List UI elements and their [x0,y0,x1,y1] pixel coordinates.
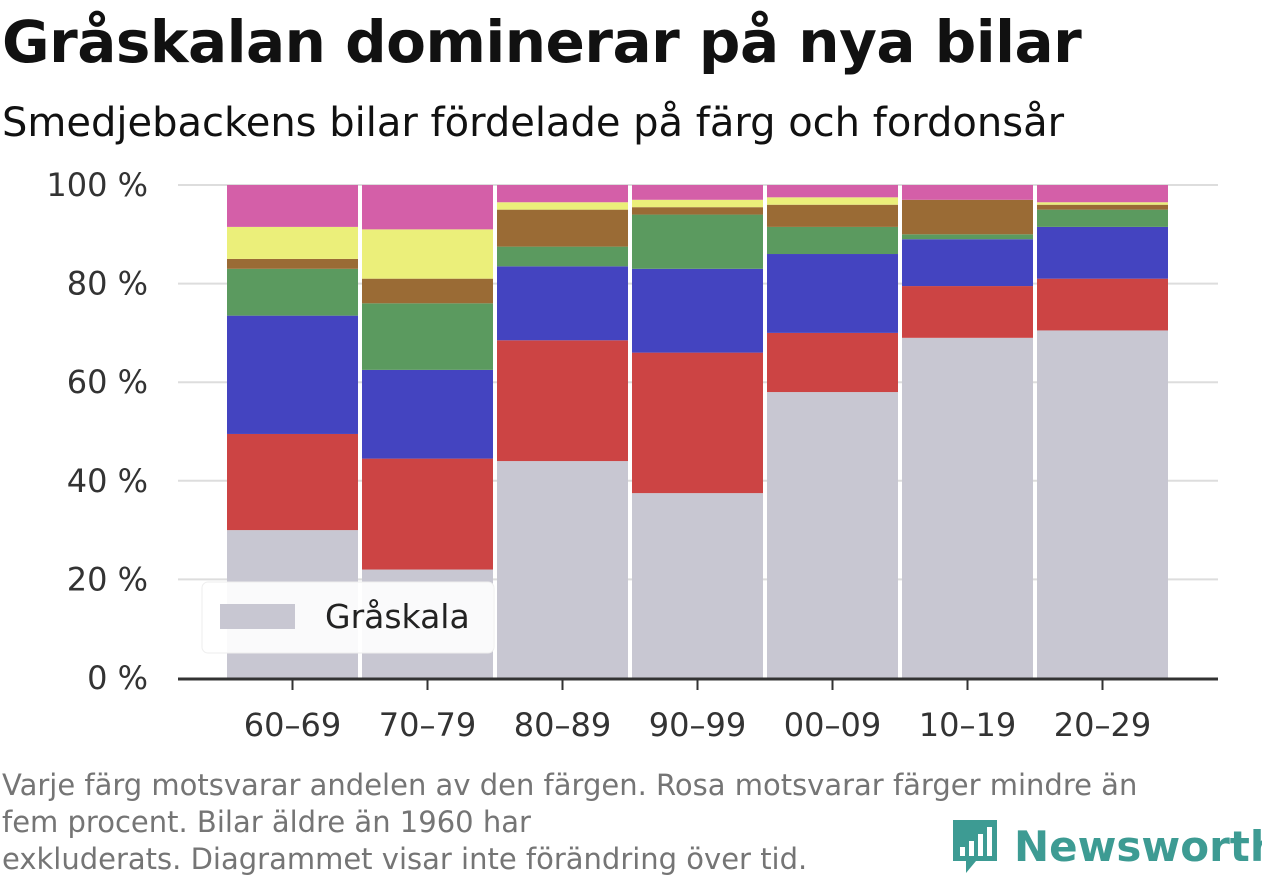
bar-segment [227,258,358,269]
bar-segment [767,332,898,393]
legend-box [201,581,495,654]
bar-segment [362,229,493,279]
bar-segment [767,204,898,227]
bar-segment [227,226,358,259]
bar-segment [1037,185,1168,203]
bar-segment [767,185,898,198]
bar-segment [1037,278,1168,331]
bar-segment [497,461,628,678]
legend-swatch [220,604,295,629]
bar-segment [902,234,1033,240]
bar-segment [902,337,1033,678]
bar-segment [227,268,358,316]
bar-segment [497,185,628,203]
x-tick-label: 20–29 [1054,706,1151,744]
bar-segment [227,433,358,531]
bar-segment [632,214,763,269]
bar-segment [497,209,628,247]
bar-segment [767,197,898,205]
footnote-line-1: Varje färg motsvarar andelen av den färg… [2,768,1138,802]
x-tick-label: 70–79 [379,706,476,744]
bar-segment [362,303,493,370]
bar-segment [1037,202,1168,205]
bar-segment [902,199,1033,235]
bar-segment [362,278,493,304]
bar-segment [497,202,628,210]
y-tick-label: 20 % [67,560,148,598]
bar-segment [362,458,493,570]
x-tick-label: 80–89 [514,706,611,744]
bar-segment [497,266,628,341]
bar-segment [632,185,763,200]
y-tick-label: 80 % [67,265,148,303]
legend-label: Gråskala [325,597,470,636]
bar-segment [632,207,763,215]
bar-segment [632,199,763,208]
bar-segment [1037,204,1168,210]
x-tick-label: 10–19 [919,706,1016,744]
newsworthy-logo-icon [953,820,997,873]
y-tick-label: 0 % [87,659,148,697]
bar-segment [1037,209,1168,227]
bar-segment [902,286,1033,338]
chart-subtitle: Smedjebackens bilar fördelade på färg oc… [2,100,1065,146]
chart-title: Gråskalan dominerar på nya bilar [2,8,1082,76]
bar-segment [632,493,763,678]
bar-segment [227,185,358,227]
bar-segment [1037,226,1168,279]
bar-segment [362,369,493,459]
footnote: Varje färg motsvarar andelen av den färg… [2,767,1242,878]
x-tick-label: 00–09 [784,706,881,744]
bar-segment [1037,330,1168,678]
brand-name: Newsworthy [1014,821,1262,871]
x-tick-label: 90–99 [649,706,746,744]
y-tick-label: 40 % [67,462,148,500]
footnote-line-2: fem procent. Bilar äldre än 1960 har [2,805,531,839]
y-tick-label: 100 % [46,166,148,204]
bar-segment [497,340,628,462]
bar-segment [632,352,763,494]
bar-segment [902,239,1033,287]
bar-segment [497,246,628,267]
brand-logo: Newsworthy [950,817,1262,875]
bar-segment [362,185,493,230]
stacked-bar-chart: 0 % 20 % 40 % 60 % 80 % 100 % 60–69 70–79 80–89 9… [46,166,1218,744]
y-tick-label: 60 % [67,363,148,401]
x-tick-label: 60–69 [244,706,341,744]
bar-segment [767,254,898,333]
bar-segment [632,268,763,353]
bar-segment [902,185,1033,200]
footnote-line-3: exkluderats. Diagrammet visar inte förän… [2,842,808,876]
bar-segment [227,315,358,434]
bar-segment [767,392,898,678]
bar-segment [767,226,898,255]
